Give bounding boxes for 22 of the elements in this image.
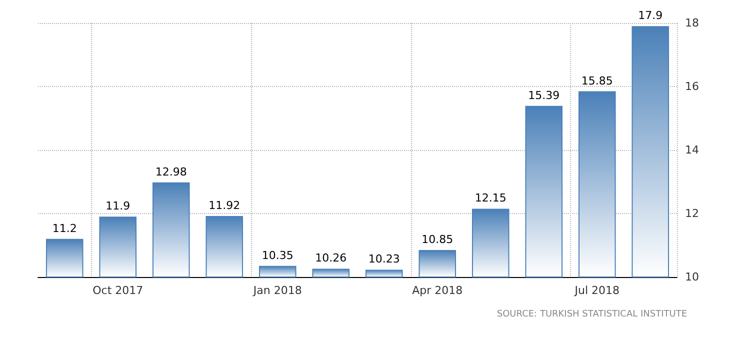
data-label: 12.98 <box>155 165 187 178</box>
data-label: 10.23 <box>368 252 400 266</box>
x-tick-label: Jul 2018 <box>574 284 620 297</box>
x-tick-label: Oct 2017 <box>92 284 144 297</box>
data-label: 15.85 <box>581 74 613 88</box>
y-tick-label: 14 <box>685 144 699 156</box>
y-tick-label: 12 <box>685 207 699 220</box>
y-tick-label: 10 <box>685 270 699 284</box>
data-label: 11.92 <box>208 199 240 212</box>
data-label: 10.85 <box>422 233 454 246</box>
data-label: 10.35 <box>262 248 294 262</box>
data-label: 12.15 <box>474 192 506 205</box>
data-label: 11.9 <box>106 200 130 213</box>
data-label: 10.26 <box>315 252 347 265</box>
x-tick-label: Jan 2018 <box>252 284 302 297</box>
y-tick-label: 18 <box>685 16 699 30</box>
data-label: 15.39 <box>528 88 560 102</box>
x-tick-label: Apr 2018 <box>412 284 463 297</box>
source-note: SOURCE: TURKISH STATISTICAL INSTITUTE <box>496 310 688 320</box>
data-label: 17.9 <box>638 9 663 22</box>
data-label: 11.2 <box>52 222 77 235</box>
y-tick-label: 16 <box>685 80 699 93</box>
